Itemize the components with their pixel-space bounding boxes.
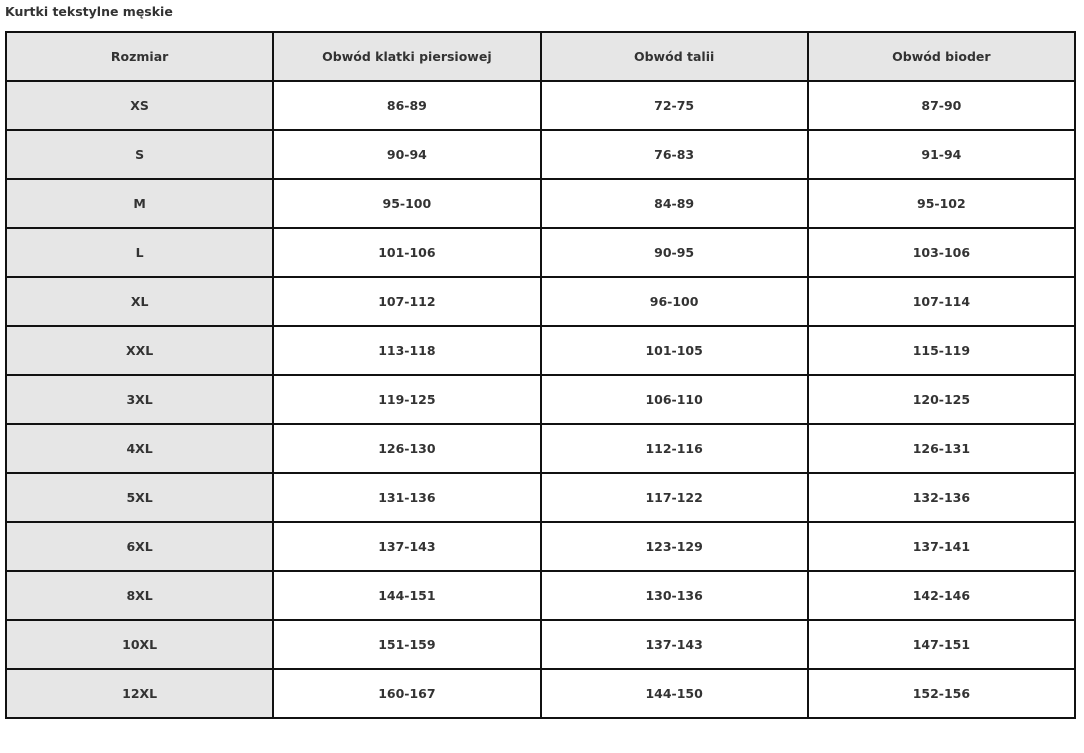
table-row: XS 86-89 72-75 87-90: [4, 80, 1077, 131]
waist-cell: 76-83: [539, 129, 809, 180]
hips-cell: 107-114: [806, 276, 1077, 327]
waist-cell: 144-150: [539, 668, 809, 719]
hips-cell: 142-146: [806, 570, 1077, 621]
size-cell: XS: [4, 80, 275, 131]
table-row: M 95-100 84-89 95-102: [4, 178, 1077, 229]
hips-cell: 87-90: [806, 80, 1077, 131]
header-size: Rozmiar: [4, 31, 275, 82]
chest-cell: 151-159: [272, 619, 542, 670]
hips-cell: 137-141: [806, 521, 1077, 572]
chest-cell: 90-94: [272, 129, 542, 180]
chest-cell: 119-125: [272, 374, 542, 425]
page-title: Kurtki tekstylne męskie: [5, 4, 173, 19]
table-row: 3XL 119-125 106-110 120-125: [4, 374, 1077, 425]
size-cell: L: [4, 227, 275, 278]
size-cell: M: [4, 178, 275, 229]
chest-cell: 113-118: [272, 325, 542, 376]
hips-cell: 95-102: [806, 178, 1077, 229]
waist-cell: 72-75: [539, 80, 809, 131]
waist-cell: 106-110: [539, 374, 809, 425]
table-row: L 101-106 90-95 103-106: [4, 227, 1077, 278]
chest-cell: 101-106: [272, 227, 542, 278]
size-cell: 8XL: [4, 570, 275, 621]
chest-cell: 131-136: [272, 472, 542, 523]
table-row: 4XL 126-130 112-116 126-131: [4, 423, 1077, 474]
size-cell: S: [4, 129, 275, 180]
table-header-row: Rozmiar Obwód klatki piersiowej Obwód tali…: [4, 31, 1077, 82]
table-row: 12XL 160-167 144-150 152-156: [4, 668, 1077, 719]
header-waist: Obwód talii: [539, 31, 809, 82]
waist-cell: 123-129: [539, 521, 809, 572]
chest-cell: 86-89: [272, 80, 542, 131]
waist-cell: 96-100: [539, 276, 809, 327]
size-cell: 6XL: [4, 521, 275, 572]
hips-cell: 115-119: [806, 325, 1077, 376]
table-row: 5XL 131-136 117-122 132-136: [4, 472, 1077, 523]
chest-cell: 144-151: [272, 570, 542, 621]
hips-cell: 147-151: [806, 619, 1077, 670]
header-chest: Obwód klatki piersiowej: [272, 31, 542, 82]
size-cell: 3XL: [4, 374, 275, 425]
table-row: XL 107-112 96-100 107-114: [4, 276, 1077, 327]
waist-cell: 112-116: [539, 423, 809, 474]
size-cell: 12XL: [4, 668, 275, 719]
chest-cell: 95-100: [272, 178, 542, 229]
table-row: S 90-94 76-83 91-94: [4, 129, 1077, 180]
hips-cell: 91-94: [806, 129, 1077, 180]
size-chart-table: Rozmiar Obwód klatki piersiowej Obwód tali…: [4, 31, 1077, 719]
table-row: 10XL 151-159 137-143 147-151: [4, 619, 1077, 670]
chest-cell: 107-112: [272, 276, 542, 327]
size-cell: 5XL: [4, 472, 275, 523]
waist-cell: 130-136: [539, 570, 809, 621]
waist-cell: 117-122: [539, 472, 809, 523]
size-cell: 4XL: [4, 423, 275, 474]
chest-cell: 137-143: [272, 521, 542, 572]
chest-cell: 160-167: [272, 668, 542, 719]
hips-cell: 152-156: [806, 668, 1077, 719]
size-cell: XL: [4, 276, 275, 327]
waist-cell: 90-95: [539, 227, 809, 278]
hips-cell: 132-136: [806, 472, 1077, 523]
table-row: 8XL 144-151 130-136 142-146: [4, 570, 1077, 621]
table-row: XXL 113-118 101-105 115-119: [4, 325, 1077, 376]
chest-cell: 126-130: [272, 423, 542, 474]
waist-cell: 84-89: [539, 178, 809, 229]
hips-cell: 126-131: [806, 423, 1077, 474]
size-cell: 10XL: [4, 619, 275, 670]
hips-cell: 120-125: [806, 374, 1077, 425]
header-hips: Obwód bioder: [806, 31, 1077, 82]
waist-cell: 137-143: [539, 619, 809, 670]
hips-cell: 103-106: [806, 227, 1077, 278]
table-row: 6XL 137-143 123-129 137-141: [4, 521, 1077, 572]
waist-cell: 101-105: [539, 325, 809, 376]
size-cell: XXL: [4, 325, 275, 376]
